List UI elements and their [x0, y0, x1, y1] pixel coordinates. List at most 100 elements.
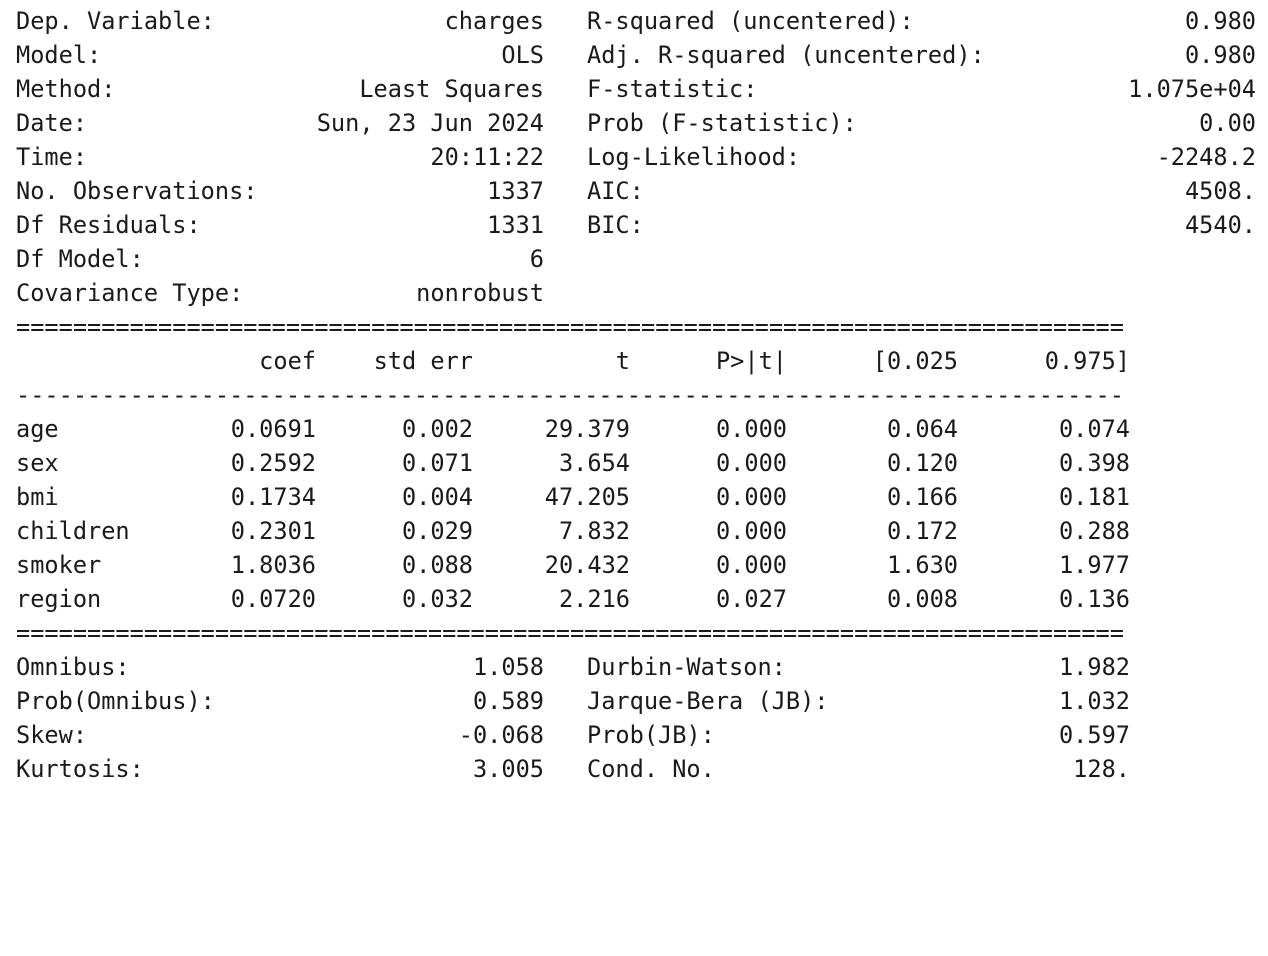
summary-row: No. Observations: 1337 AIC: 4508. [16, 174, 1264, 208]
table-cell: 0.004 [401, 483, 473, 511]
variable-name: sex [16, 449, 59, 477]
diagnostics-section: Omnibus: 1.058 Durbin-Watson: 1.982 Prob… [16, 650, 1264, 786]
summary-row: Omnibus: 1.058 Durbin-Watson: 1.982 [16, 650, 1264, 684]
stat-label: Method: [16, 75, 116, 103]
stat-label: Prob (F-statistic): [587, 109, 857, 137]
stat-value: 0.980 [1184, 41, 1256, 69]
stat-value: 1.032 [1058, 687, 1130, 715]
table-row: sex 0.2592 0.071 3.654 0.000 0.120 0.398 [16, 446, 1264, 480]
stat-value: charges [444, 7, 544, 35]
table-cell: 0.172 [886, 517, 958, 545]
table-cell: 3.654 [558, 449, 630, 477]
stat-value: 0.00 [1199, 109, 1256, 137]
stat-label: Model: [16, 41, 102, 69]
stat-label: BIC: [587, 211, 644, 239]
stat-label: AIC: [587, 177, 644, 205]
table-cell: 0.120 [886, 449, 958, 477]
stat-value: 1.982 [1058, 653, 1130, 681]
summary-row: Skew: -0.068 Prob(JB): 0.597 [16, 718, 1264, 752]
stat-value: 0.589 [472, 687, 544, 715]
column-header: P>|t| [715, 347, 787, 375]
summary-row: Model: OLS Adj. R-squared (uncentered): … [16, 38, 1264, 72]
column-header: [0.025 [872, 347, 958, 375]
stat-value: Least Squares [359, 75, 544, 103]
summary-row: Method: Least Squares F-statistic: 1.075… [16, 72, 1264, 106]
table-row: smoker 1.8036 0.088 20.432 0.000 1.630 1… [16, 548, 1264, 582]
model-info-section: Dep. Variable: charges R-squared (uncent… [16, 4, 1264, 310]
variable-name: bmi [16, 483, 59, 511]
summary-row: Date: Sun, 23 Jun 2024 Prob (F-statistic… [16, 106, 1264, 140]
single-rule: ----------------------------------------… [16, 378, 1264, 412]
table-cell: 0.088 [401, 551, 473, 579]
double-rule: ========================================… [16, 616, 1264, 650]
double-rule-text: ========================================… [16, 313, 1124, 341]
stat-value: 4508. [1184, 177, 1256, 205]
table-cell: 1.977 [1058, 551, 1130, 579]
table-cell: 0.2592 [230, 449, 316, 477]
stat-value: OLS [501, 41, 544, 69]
table-cell: 0.000 [715, 415, 787, 443]
stat-value: -2248.2 [1156, 143, 1256, 171]
stat-label: R-squared (uncentered): [587, 7, 914, 35]
variable-name: smoker [16, 551, 102, 579]
variable-name: region [16, 585, 102, 613]
table-row: age 0.0691 0.002 29.379 0.000 0.064 0.07… [16, 412, 1264, 446]
column-header: coef [259, 347, 316, 375]
table-cell: 7.832 [558, 517, 630, 545]
summary-row: Kurtosis: 3.005 Cond. No. 128. [16, 752, 1264, 786]
table-cell: 0.071 [401, 449, 473, 477]
table-cell: 0.1734 [230, 483, 316, 511]
column-header: t [615, 347, 630, 375]
column-header: std err [373, 347, 473, 375]
stat-value: nonrobust [416, 279, 544, 307]
single-rule-text: ----------------------------------------… [16, 381, 1124, 409]
table-row: bmi 0.1734 0.004 47.205 0.000 0.166 0.18… [16, 480, 1264, 514]
ols-regression-summary: Dep. Variable: charges R-squared (uncent… [16, 4, 1264, 786]
stat-label: Time: [16, 143, 88, 171]
table-row: children 0.2301 0.029 7.832 0.000 0.172 … [16, 514, 1264, 548]
stat-label: Covariance Type: [16, 279, 244, 307]
table-cell: 0.0691 [230, 415, 316, 443]
table-cell: 0.000 [715, 551, 787, 579]
summary-row: Covariance Type: nonrobust [16, 276, 1264, 310]
summary-row: Time: 20:11:22 Log-Likelihood: -2248.2 [16, 140, 1264, 174]
stat-label: Jarque-Bera (JB): [587, 687, 829, 715]
table-cell: 0.0720 [230, 585, 316, 613]
stat-value: 1.075e+04 [1128, 75, 1256, 103]
table-cell: 0.008 [886, 585, 958, 613]
summary-row: Dep. Variable: charges R-squared (uncent… [16, 4, 1264, 38]
stat-value: 1331 [487, 211, 544, 239]
stat-value: 6 [529, 245, 544, 273]
stat-value: 128. [1073, 755, 1130, 783]
table-cell: 0.032 [401, 585, 473, 613]
table-cell: 2.216 [558, 585, 630, 613]
stat-label: Prob(Omnibus): [16, 687, 215, 715]
stat-label: Adj. R-squared (uncentered): [587, 41, 985, 69]
stat-label: Log-Likelihood: [587, 143, 801, 171]
table-cell: 0.029 [401, 517, 473, 545]
stat-value: Sun, 23 Jun 2024 [316, 109, 544, 137]
table-cell: 47.205 [544, 483, 630, 511]
stat-label: Date: [16, 109, 88, 137]
table-cell: 1.630 [886, 551, 958, 579]
summary-row: Prob(Omnibus): 0.589 Jarque-Bera (JB): 1… [16, 684, 1264, 718]
table-cell: 1.8036 [230, 551, 316, 579]
table-cell: 0.027 [715, 585, 787, 613]
stat-label: Df Model: [16, 245, 144, 273]
table-cell: 0.000 [715, 483, 787, 511]
stat-value: 0.980 [1184, 7, 1256, 35]
coef-table-body: age 0.0691 0.002 29.379 0.000 0.064 0.07… [16, 412, 1264, 616]
table-cell: 0.000 [715, 449, 787, 477]
stat-value: 20:11:22 [430, 143, 544, 171]
table-cell: 0.074 [1058, 415, 1130, 443]
stat-label: Df Residuals: [16, 211, 201, 239]
column-header: 0.975] [1044, 347, 1130, 375]
coef-table-header: coef std err t P>|t| [0.025 0.975] [16, 344, 1264, 378]
table-cell: 0.136 [1058, 585, 1130, 613]
stat-label: Cond. No. [587, 755, 715, 783]
stat-value: 1.058 [472, 653, 544, 681]
stat-value: -0.068 [458, 721, 544, 749]
table-cell: 20.432 [544, 551, 630, 579]
table-cell: 0.181 [1058, 483, 1130, 511]
stat-label: Durbin-Watson: [587, 653, 786, 681]
